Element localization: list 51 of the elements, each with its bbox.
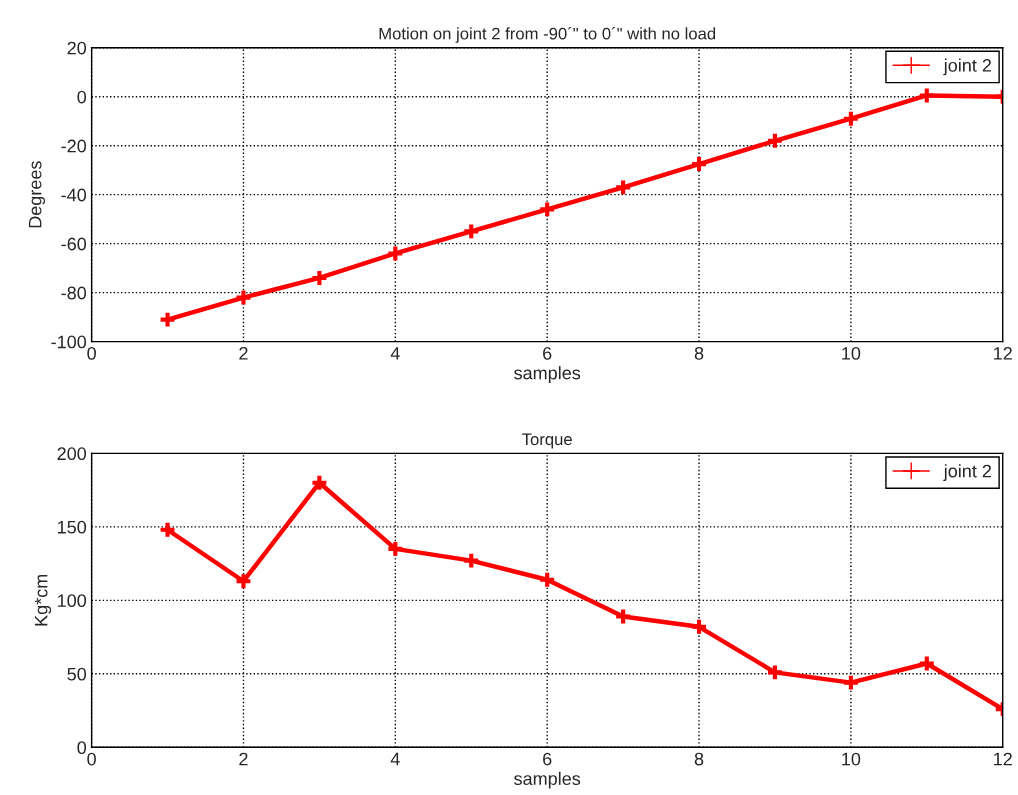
- y-axis-title: Degrees: [28, 161, 46, 228]
- x-tick-label: 4: [390, 347, 400, 360]
- x-tick-label: 10: [842, 346, 861, 360]
- point: [386, 244, 405, 263]
- x-tick-label: 0: [87, 346, 96, 360]
- x-tick-label: 8: [694, 752, 704, 766]
- y-tick-label: -60: [61, 237, 87, 251]
- y-tick-label: 100: [58, 594, 87, 608]
- x-axis-title: samples: [514, 366, 581, 383]
- y-tick-label: 50: [67, 667, 87, 681]
- point: [234, 288, 253, 307]
- x-tick-label: 6: [543, 752, 552, 766]
- x-tick-label: 4: [390, 752, 400, 766]
- point: [841, 673, 860, 692]
- point: [234, 572, 253, 591]
- x-tick-label: 12: [994, 346, 1012, 360]
- point: [462, 551, 481, 570]
- x-tick-label: 10: [842, 752, 861, 766]
- y-tick-label: 150: [58, 520, 87, 534]
- point: [614, 178, 633, 197]
- legend-label: joint 2: [943, 58, 991, 76]
- chart-title: Torque: [522, 433, 572, 449]
- point: [841, 109, 860, 128]
- y-tick-label: -20: [61, 139, 87, 153]
- y-tick-label: -80: [61, 286, 87, 300]
- point: [158, 310, 177, 329]
- legend-label: joint 2: [943, 464, 991, 482]
- y-axis-title: Kg*cm: [34, 574, 52, 626]
- point: [158, 520, 177, 539]
- y-tick-label: -100: [51, 335, 87, 349]
- point: [689, 155, 709, 174]
- x-tick-label: 8: [694, 346, 704, 360]
- x-tick-label: 2: [239, 752, 248, 766]
- x-tick-label: 0: [87, 752, 96, 766]
- y-tick-label: 0: [77, 741, 87, 755]
- chart-title: Motion on joint 2 from -90´" to 0´" with no load: [379, 27, 716, 43]
- y-tick-label: 200: [57, 447, 87, 461]
- y-tick-label: 20: [67, 41, 87, 55]
- point: [310, 473, 329, 492]
- x-tick-label: 2: [239, 346, 248, 360]
- point: [917, 86, 936, 105]
- y-tick-label: -40: [61, 188, 87, 202]
- point: [538, 570, 557, 589]
- point: [538, 200, 557, 219]
- x-tick-label: 6: [543, 346, 552, 360]
- point: [462, 222, 481, 241]
- point: [689, 617, 709, 636]
- y-tick-label: 0: [77, 90, 87, 104]
- x-tick-label: 12: [994, 752, 1012, 766]
- point: [917, 654, 936, 673]
- x-axis-title: samples: [514, 771, 581, 789]
